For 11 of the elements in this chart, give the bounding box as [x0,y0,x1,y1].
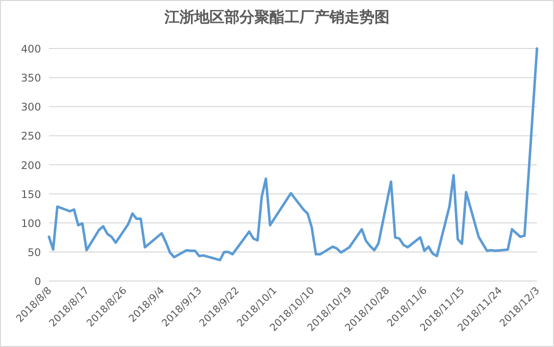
y-tick-label: 150 [20,188,41,201]
y-tick-label: 350 [20,72,41,85]
y-tick-label: 100 [20,218,41,230]
y-tick-label: 0 [34,276,41,288]
y-tick-label: 300 [20,102,41,114]
chart-title: 江浙地区部分聚酯工厂产销走势图 [164,8,390,26]
y-tick-label: 200 [20,160,41,172]
y-tick-label: 50 [28,246,41,259]
y-tick-label: 250 [20,130,41,143]
y-tick-label: 400 [20,44,41,56]
line-series [48,47,538,262]
